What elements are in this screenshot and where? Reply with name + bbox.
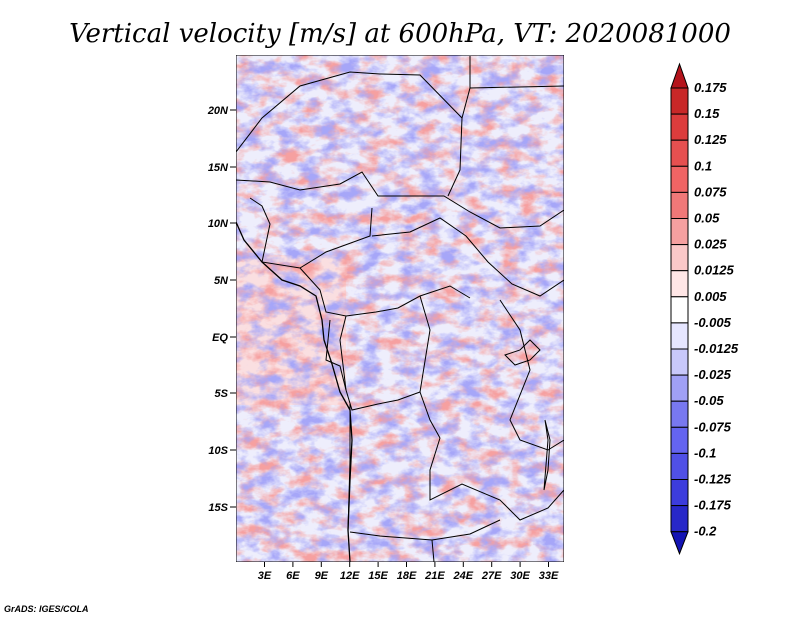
lat-label: 10S [208, 445, 228, 457]
colorbar-swatch [670, 139, 689, 167]
credit-label: GrADS: IGES/COLA [4, 604, 89, 614]
lon-label: 12E [340, 570, 360, 582]
lat-label: 5S [215, 388, 229, 400]
lon-label: 33E [539, 570, 559, 582]
colorbar-label: 0.125 [694, 132, 727, 147]
colorbar-label: -0.175 [694, 498, 732, 513]
lon-label: 18E [397, 570, 417, 582]
colorbar-label: -0.005 [694, 315, 732, 330]
country-borders [236, 56, 564, 562]
plot-title: Vertical velocity [m/s] at 600hPa, VT: 2… [69, 19, 731, 49]
colorbar-bottom-arrow [670, 531, 689, 556]
colorbar-label: -0.0125 [694, 341, 739, 356]
lat-label: 15N [208, 162, 229, 174]
lon-label: 3E [258, 570, 272, 582]
lon-label: 24E [453, 570, 474, 582]
colorbar-label: -0.2 [694, 524, 717, 539]
colorbar-label: 0.15 [694, 106, 720, 121]
colorbar-label: 0.025 [694, 237, 727, 252]
lat-label: 15S [208, 502, 228, 514]
colorbar-label: 0.1 [694, 158, 712, 173]
colorbar-label: 0.075 [694, 184, 727, 199]
colorbar-label: -0.1 [694, 445, 716, 460]
colorbar-swatch [670, 400, 689, 428]
colorbar-label: -0.025 [694, 367, 732, 382]
colorbar-swatch [670, 87, 689, 115]
colorbar-label: -0.075 [694, 419, 732, 434]
colorbar-swatch [670, 113, 689, 141]
colorbar-label: 0.0125 [694, 263, 735, 278]
colorbar-swatch [670, 322, 689, 350]
map-field [236, 55, 564, 562]
colorbar-label: 0.05 [694, 211, 720, 226]
colorbar-swatch [670, 165, 689, 193]
field-noise-blue [236, 55, 564, 562]
colorbar-swatch [670, 218, 689, 246]
lon-label: 27E [481, 570, 502, 582]
colorbar-swatch [670, 426, 689, 454]
colorbar-label: 0.175 [694, 80, 727, 95]
colorbar: 0.175 0.15 0.125 0.1 0.075 0.05 0.025 0.0125 0.0… [670, 62, 739, 556]
coastlines [236, 221, 353, 562]
lon-label: 15E [368, 570, 388, 582]
lat-axis: 20N 15N 10N 5N EQ 5S 10S 15S [207, 105, 236, 514]
lat-label: 20N [207, 105, 229, 117]
lon-label: 21E [424, 570, 445, 582]
colorbar-swatch [670, 348, 689, 376]
colorbar-label: -0.05 [694, 393, 724, 408]
lon-label: 9E [315, 570, 329, 582]
colorbar-swatch [670, 452, 689, 480]
lat-label: 10N [208, 218, 229, 230]
colorbar-label: -0.125 [694, 472, 732, 487]
lon-label: 30E [510, 570, 530, 582]
lat-label: 5N [214, 275, 229, 287]
colorbar-swatch [670, 374, 689, 402]
colorbar-swatch [670, 270, 689, 298]
colorbar-swatch [670, 191, 689, 219]
colorbar-swatch [670, 244, 689, 272]
colorbar-swatch [670, 296, 689, 324]
lat-label: EQ [212, 332, 228, 344]
colorbar-swatch [670, 479, 689, 507]
lon-axis: 3E 6E 9E 12E 15E 18E 21E 24E 27E 30E 33E [258, 562, 559, 582]
colorbar-label: 0.005 [694, 289, 727, 304]
colorbar-top-arrow [670, 62, 689, 89]
colorbar-swatch [670, 505, 689, 533]
lon-label: 6E [286, 570, 300, 582]
